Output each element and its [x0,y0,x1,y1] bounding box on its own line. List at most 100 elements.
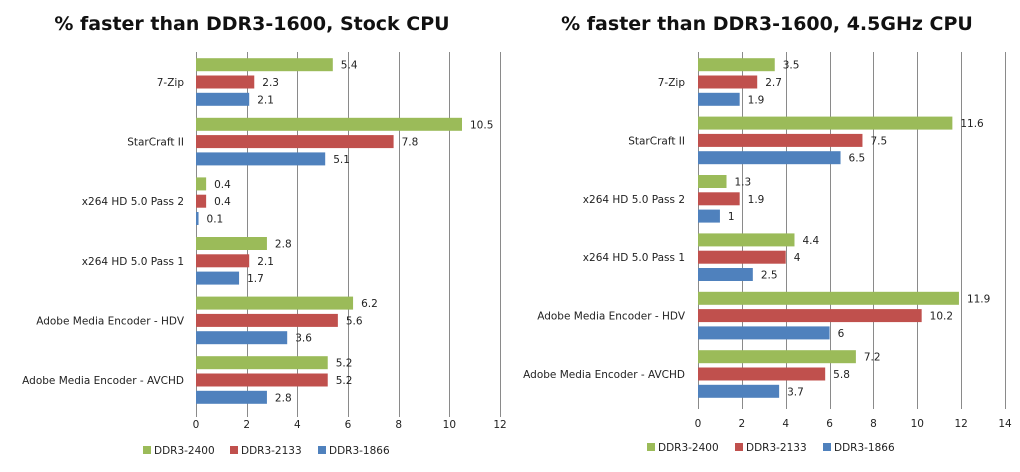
bar-ddr3-2133 [196,75,255,89]
bar-ddr3-2133 [196,313,338,327]
bar-ddr3-1866 [196,152,326,166]
bar-ddr3-1866 [698,268,753,281]
data-label: 5.8 [833,369,850,381]
x-tick-label: 4 [782,418,789,430]
bar-ddr3-2400 [698,116,953,130]
data-label: 7.2 [864,352,881,364]
x-tick-label: 4 [294,419,301,431]
bar-ddr3-1866 [698,326,830,340]
category-label: x264 HD 5.0 Pass 2 [583,194,685,206]
data-label: 1.9 [748,94,765,106]
category-label: x264 HD 5.0 Pass 2 [82,196,184,208]
bar-ddr3-1866 [196,331,288,345]
data-label: 0.1 [207,214,224,226]
data-label: 1.7 [247,273,264,285]
x-tick-label: 0 [695,418,702,430]
data-label: 4 [794,252,801,264]
bar-ddr3-2400 [698,58,775,72]
bar-ddr3-2400 [196,296,354,310]
data-label: 6 [838,328,845,340]
data-label: 0.4 [214,179,231,191]
legend-swatch [647,443,655,451]
bar-ddr3-2133 [196,135,394,149]
bar-ddr3-2400 [698,175,727,188]
data-label: 3.7 [787,386,804,398]
bar-ddr3-1866 [698,384,780,398]
data-label: 2.1 [257,94,274,106]
category-label: StarCraft II [628,135,685,147]
legend-label: DDR3-2133 [746,442,807,454]
bar-ddr3-2400 [196,237,267,250]
bar-ddr3-2133 [698,367,826,381]
x-tick-label: 8 [870,418,877,430]
data-label: 0.4 [214,196,231,208]
legend-label: DDR3-1866 [329,445,390,457]
bar-ddr3-2133 [698,75,758,89]
data-label: 5.2 [336,375,353,387]
legend-swatch [735,443,743,451]
data-label: 2.8 [275,239,292,251]
data-label: 7.8 [402,137,419,149]
legend-label: DDR3-2400 [154,445,215,457]
data-label: 2.5 [761,270,778,282]
x-tick-label: 8 [395,419,402,431]
chart-stock-cpu: % faster than DDR3-1600, Stock CPU 5.4 2.… [22,13,507,457]
legend-label: DDR3-2133 [241,445,302,457]
x-tick-label: 0 [193,419,200,431]
x-tick-label: 6 [826,418,833,430]
category-label: StarCraft II [127,137,184,149]
bar-ddr3-1866 [196,92,250,106]
data-label: 2.1 [257,256,274,268]
category-label: Adobe Media Encoder - HDV [36,315,185,327]
category-label: Adobe Media Encoder - AVCHD [22,375,184,387]
bar-ddr3-2133 [196,373,328,387]
data-label: 4.4 [802,235,819,247]
bar-ddr3-1866 [196,390,267,404]
bar-ddr3-2400 [698,350,856,364]
bar-ddr3-1866 [196,212,199,225]
data-label: 6.5 [849,153,866,165]
legend-label: DDR3-1866 [834,442,895,454]
bar-ddr3-2133 [698,192,740,206]
data-label: 11.9 [967,293,990,305]
chart-4-5ghz-cpu: % faster than DDR3-1600, 4.5GHz CPU 3.52… [523,13,1012,454]
bar-ddr3-1866 [698,151,841,165]
bar-ddr3-1866 [698,209,720,223]
bar-ddr3-2133 [698,309,922,323]
x-tick-label: 12 [954,418,967,430]
data-label: 5.2 [336,358,353,370]
data-label: 6.2 [361,298,378,310]
x-tick-label: 14 [998,418,1012,430]
legend-swatch [230,446,238,454]
bar-ddr3-2400 [698,291,959,305]
data-label: 2.7 [765,77,782,89]
x-tick-label: 10 [911,418,924,430]
data-label: 5.4 [341,60,358,72]
x-tick-label: 12 [493,419,506,431]
x-tick-label: 6 [345,419,352,431]
category-label: x264 HD 5.0 Pass 1 [82,256,184,268]
chart-title: % faster than DDR3-1600, 4.5GHz CPU [561,13,973,35]
bar-ddr3-2400 [196,58,333,72]
data-label: 1 [728,211,735,223]
x-tick-label: 10 [443,419,456,431]
data-label: 2.3 [262,77,279,89]
bar-ddr3-2400 [698,233,795,247]
data-label: 5.1 [333,154,350,166]
bar-ddr3-2133 [196,194,207,208]
bar-ddr3-2400 [196,177,207,191]
data-label: 2.8 [275,392,292,404]
data-label: 11.6 [960,118,984,130]
legend-swatch [143,446,151,454]
category-label: Adobe Media Encoder - AVCHD [523,369,685,381]
x-tick-label: 2 [243,419,250,431]
category-label: 7-Zip [157,77,185,89]
data-label: 5.6 [346,315,363,327]
data-label: 1.9 [748,194,765,206]
chart-title: % faster than DDR3-1600, Stock CPU [54,13,449,35]
bar-ddr3-2133 [698,250,786,264]
data-label: 10.2 [930,311,953,323]
data-label: 7.5 [870,135,887,147]
category-label: x264 HD 5.0 Pass 1 [583,252,685,264]
